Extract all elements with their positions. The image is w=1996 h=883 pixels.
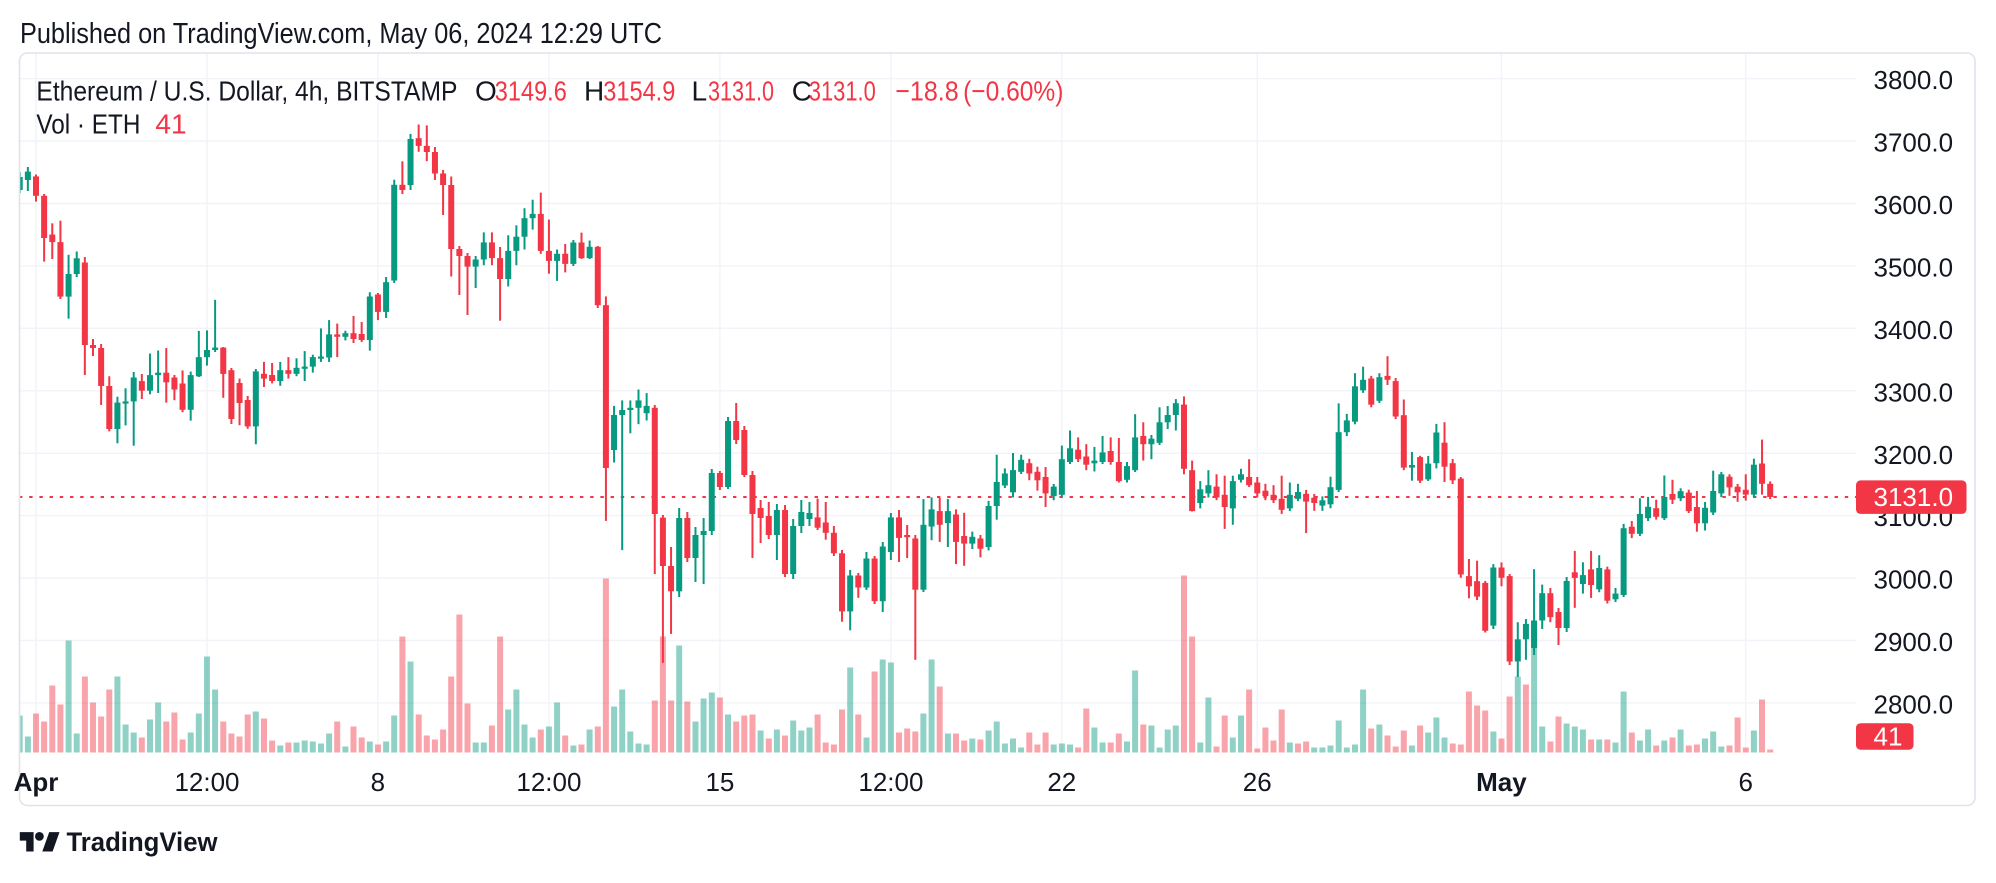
svg-text:8: 8 [371,767,385,797]
svg-text:26: 26 [1243,767,1272,797]
svg-text:3149.6: 3149.6 [495,76,567,107]
svg-text:C: C [792,76,812,107]
svg-text:3000.0: 3000.0 [1874,565,1954,595]
svg-text:Vol · ETH: Vol · ETH [36,109,140,140]
svg-text:L: L [692,76,708,107]
svg-text:3600.0: 3600.0 [1874,190,1954,220]
svg-text:2800.0: 2800.0 [1874,690,1954,720]
svg-text:H: H [584,76,604,107]
svg-text:12:00: 12:00 [174,767,239,797]
svg-text:Published on TradingView.com,: Published on TradingView.com, May 06, 20… [20,18,662,50]
svg-text:TradingView: TradingView [67,827,219,857]
svg-text:15: 15 [705,767,734,797]
svg-text:6: 6 [1738,767,1752,797]
svg-text:3200.0: 3200.0 [1874,440,1954,470]
svg-text:3500.0: 3500.0 [1874,253,1954,283]
svg-text:12:00: 12:00 [516,767,581,797]
svg-text:Ethereum / U.S. Dollar, 4h, BI: Ethereum / U.S. Dollar, 4h, BITSTAMP [36,76,457,107]
svg-text:−18.8: −18.8 [895,76,958,107]
svg-text:3700.0: 3700.0 [1874,128,1954,158]
svg-text:2900.0: 2900.0 [1874,627,1954,657]
svg-text:Apr: Apr [14,767,59,797]
svg-text:22: 22 [1047,767,1076,797]
svg-text:O: O [475,76,497,107]
svg-text:3400.0: 3400.0 [1874,315,1954,345]
svg-text:3131.0: 3131.0 [809,76,876,107]
svg-text:(−0.60%): (−0.60%) [963,76,1063,107]
svg-text:3800.0: 3800.0 [1874,65,1954,95]
svg-text:3131.0: 3131.0 [708,76,774,107]
svg-text:12:00: 12:00 [858,767,923,797]
svg-text:May: May [1476,767,1527,797]
svg-text:41: 41 [155,109,186,140]
svg-text:3300.0: 3300.0 [1874,377,1954,407]
svg-text:41: 41 [1874,722,1903,752]
svg-text:3131.0: 3131.0 [1874,482,1954,512]
svg-text:3154.9: 3154.9 [603,76,675,107]
